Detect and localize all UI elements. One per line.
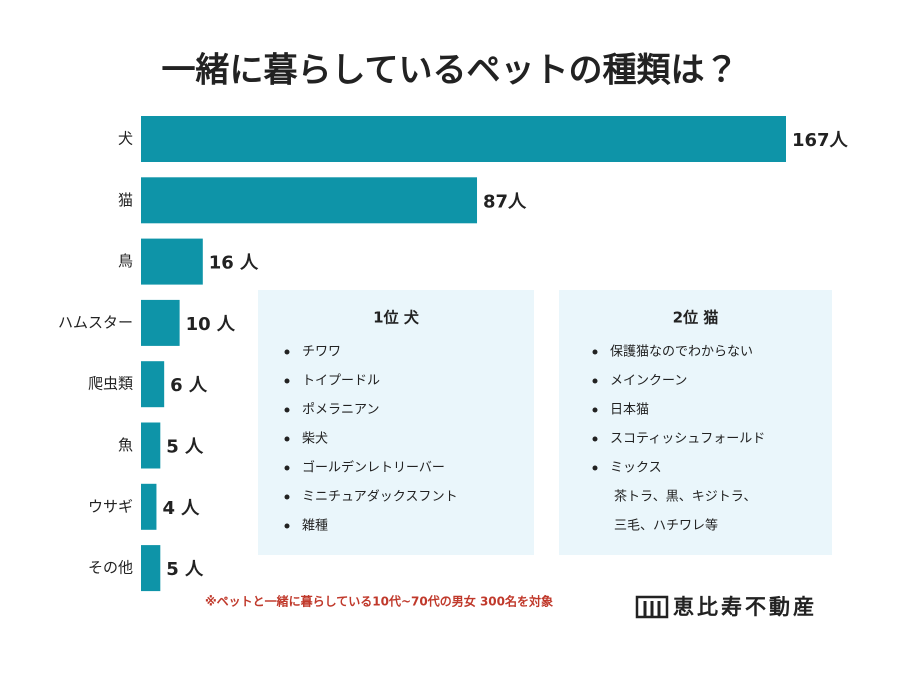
value-label: 87人 bbox=[483, 191, 527, 212]
value-label: 4 人 bbox=[162, 498, 200, 519]
panel-item: 柴犬 bbox=[302, 432, 328, 447]
category-label: 犬 bbox=[118, 130, 133, 148]
bar bbox=[141, 483, 157, 530]
value-label: 10 人 bbox=[186, 314, 236, 335]
category-label: ハムスター bbox=[58, 313, 133, 331]
bullet bbox=[284, 436, 290, 442]
bar bbox=[141, 361, 165, 408]
chart-title: 一緒に暮らしているペットの種類は？ bbox=[162, 51, 739, 91]
panel-item: スコティッシュフォールド bbox=[610, 432, 765, 447]
panel-title: 1位 犬 bbox=[373, 309, 420, 327]
category-label: 鳥 bbox=[118, 252, 133, 270]
category-label: その他 bbox=[88, 559, 133, 577]
panel-item: チワワ bbox=[302, 345, 341, 360]
bullet bbox=[592, 436, 598, 442]
panel-title: 2位 猫 bbox=[673, 309, 719, 327]
value-label: 5 人 bbox=[166, 559, 204, 580]
value-label: 16 人 bbox=[209, 253, 259, 274]
bar bbox=[141, 238, 203, 285]
value-label: 5 人 bbox=[166, 437, 204, 458]
panel-item: ゴールデンレトリーバー bbox=[302, 460, 445, 476]
bar bbox=[141, 299, 180, 346]
bar bbox=[141, 177, 478, 224]
bullet bbox=[592, 407, 598, 413]
bar bbox=[141, 116, 786, 162]
panel-note: 茶トラ、黒、キジトラ、 bbox=[614, 490, 756, 505]
bullet bbox=[592, 349, 598, 355]
bullet bbox=[284, 378, 290, 384]
panel-item: ポメラニアン bbox=[302, 403, 379, 418]
bullet bbox=[284, 465, 290, 471]
bar bbox=[141, 545, 161, 592]
category-label: 猫 bbox=[118, 191, 133, 209]
value-label: 6 人 bbox=[170, 375, 208, 396]
bullet bbox=[592, 378, 598, 384]
panel-note: 三毛、ハチワレ等 bbox=[614, 518, 718, 534]
panel-item: 保護猫なのでわからない bbox=[610, 345, 753, 360]
footnote: ※ペットと一緒に暮らしている10代~70代の男女 300名を対象 bbox=[205, 594, 553, 609]
panel-box bbox=[258, 290, 534, 555]
bar bbox=[141, 422, 161, 469]
value-label: 167人 bbox=[792, 130, 849, 151]
panel-box bbox=[559, 290, 832, 555]
category-label: ウサギ bbox=[88, 497, 133, 515]
panel-item: ミックス bbox=[610, 461, 662, 476]
panel-item: メインクーン bbox=[610, 374, 687, 389]
bullet bbox=[284, 349, 290, 355]
logo-icon bbox=[635, 595, 669, 619]
category-label: 魚 bbox=[118, 436, 133, 454]
panel-item: ミニチュアダックスフント bbox=[302, 490, 458, 505]
category-label: 爬虫類 bbox=[88, 375, 133, 393]
bullet bbox=[284, 494, 290, 500]
panel-item: 日本猫 bbox=[610, 403, 649, 418]
bullet bbox=[284, 407, 290, 413]
bullet bbox=[284, 523, 290, 529]
panel-item: 雑種 bbox=[302, 518, 328, 534]
bullet bbox=[592, 465, 598, 471]
panel-item: トイプードル bbox=[302, 374, 380, 389]
logo-text: 恵比寿不動産 bbox=[673, 595, 817, 619]
